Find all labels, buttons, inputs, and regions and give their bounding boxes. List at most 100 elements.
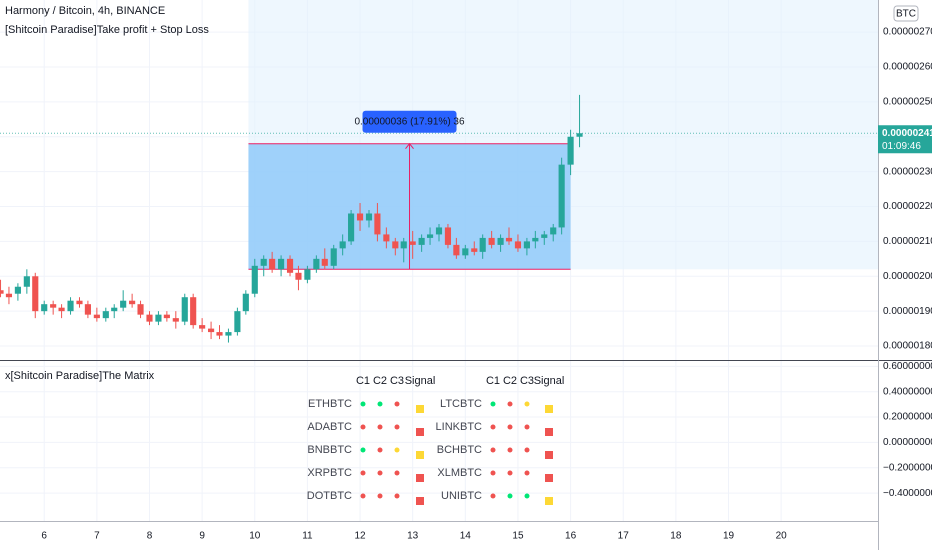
candle-body — [462, 248, 469, 256]
candle-body — [76, 300, 83, 305]
currency-label: BTC — [896, 9, 916, 20]
last-price-label: 0.00000241 — [882, 128, 932, 139]
signal-dot — [507, 493, 513, 499]
pair-label: LINKBTC — [436, 421, 483, 433]
x-tick-label: 16 — [565, 531, 577, 542]
candle-body — [41, 304, 48, 312]
matrix-header: C3 — [390, 375, 404, 387]
signal-dot — [377, 470, 383, 476]
range-label-box — [362, 110, 457, 133]
signal-dot — [490, 401, 496, 407]
candle-body — [567, 136, 574, 165]
candle-body — [102, 311, 109, 319]
candle-body — [471, 248, 478, 252]
y-tick-label: 0.00000260 — [883, 62, 932, 73]
candle-body — [400, 241, 407, 249]
matrix-header: C1 — [486, 375, 500, 387]
y-tick-label: 0.40000000 — [883, 386, 932, 397]
candle-body — [146, 314, 153, 322]
x-tick-label: 11 — [302, 531, 313, 542]
range-arrow-head — [405, 142, 414, 150]
candle-body — [260, 258, 267, 266]
plot — [0, 0, 879, 343]
signal-dot — [394, 493, 400, 499]
signal-square — [545, 428, 553, 436]
y-tick-label: 0.00000190 — [883, 306, 932, 317]
candle-body — [129, 300, 136, 305]
signal-dot — [394, 424, 400, 430]
matrix-header: C3 — [520, 375, 534, 387]
candle-body — [251, 265, 258, 294]
candle-body — [444, 227, 452, 245]
candle-body — [453, 244, 460, 256]
signal-dot — [360, 447, 366, 453]
candle-body — [295, 272, 302, 280]
y-tick-label: 0.00000180 — [883, 341, 932, 352]
candle-body — [120, 300, 127, 308]
candle-body — [269, 258, 276, 270]
candle-body — [383, 234, 390, 242]
candle-body — [32, 276, 39, 312]
candle-body — [58, 307, 65, 312]
candle-body — [225, 332, 232, 336]
signal-square — [545, 451, 553, 459]
x-tick-label: 18 — [670, 531, 682, 542]
signal-dot — [507, 401, 513, 407]
matrix-header: C2 — [503, 375, 517, 387]
candle-body — [137, 304, 144, 315]
range-label: 0.00000036 (17.91%) 36 — [354, 116, 465, 127]
candle-body — [356, 213, 364, 221]
candle-body — [541, 234, 548, 238]
candle-body — [532, 237, 539, 242]
chart-title: Harmony / Bitcoin, 4h, BINANCE — [5, 5, 165, 17]
signal-dot — [507, 424, 513, 430]
x-tick-label: 7 — [94, 531, 100, 542]
candle-body — [488, 237, 495, 245]
x-tick-label: 19 — [723, 531, 735, 542]
candle-body — [558, 164, 565, 228]
x-tick-label: 9 — [199, 531, 205, 542]
candle-body — [339, 241, 346, 249]
candle-body — [181, 297, 188, 322]
x-tick-label: 12 — [354, 531, 366, 542]
matrix-header: C2 — [373, 375, 387, 387]
y-tick-label: 0.00000210 — [883, 236, 932, 247]
currency-badge[interactable] — [893, 5, 919, 22]
last-price-tag — [878, 125, 932, 154]
signal-dot — [524, 470, 530, 476]
candle-body — [163, 314, 170, 319]
x-tick-label: 15 — [512, 531, 524, 542]
candle-body — [199, 325, 206, 329]
candle-body — [409, 241, 416, 245]
matrix-header: Signal — [405, 375, 436, 387]
signal-dot — [360, 424, 366, 430]
pair-label: UNIBTC — [441, 490, 482, 502]
candle-body — [278, 258, 285, 270]
signal-dot — [490, 447, 496, 453]
pair-label: XLMBTC — [437, 467, 482, 479]
y-tick-label: −0.40000000 — [883, 488, 932, 499]
candle-body — [418, 237, 425, 245]
pair-label: ADABTC — [307, 421, 352, 433]
y-tick-label: 0.00000220 — [883, 201, 932, 212]
candle-body — [479, 237, 486, 252]
signal-dot — [360, 470, 366, 476]
y-tick-label: 0.20000000 — [883, 412, 932, 423]
y-tick-label: −0.20000000 — [883, 462, 932, 473]
signal-dot — [524, 401, 530, 407]
signal-square — [416, 428, 424, 436]
candle-body — [374, 213, 381, 235]
candle-body — [348, 213, 355, 242]
y-tick-label: 0.60000000 — [883, 361, 932, 372]
candle-body — [155, 314, 162, 322]
candle-body — [435, 227, 443, 235]
signal-dot — [524, 424, 530, 430]
candle-body — [242, 293, 249, 312]
signal-dot — [490, 424, 496, 430]
candle-body — [208, 328, 215, 333]
candle-body — [0, 290, 4, 294]
candle-body — [84, 304, 91, 315]
candle-body — [505, 237, 513, 242]
signal-square — [416, 497, 424, 505]
x-tick-label: 6 — [41, 531, 47, 542]
